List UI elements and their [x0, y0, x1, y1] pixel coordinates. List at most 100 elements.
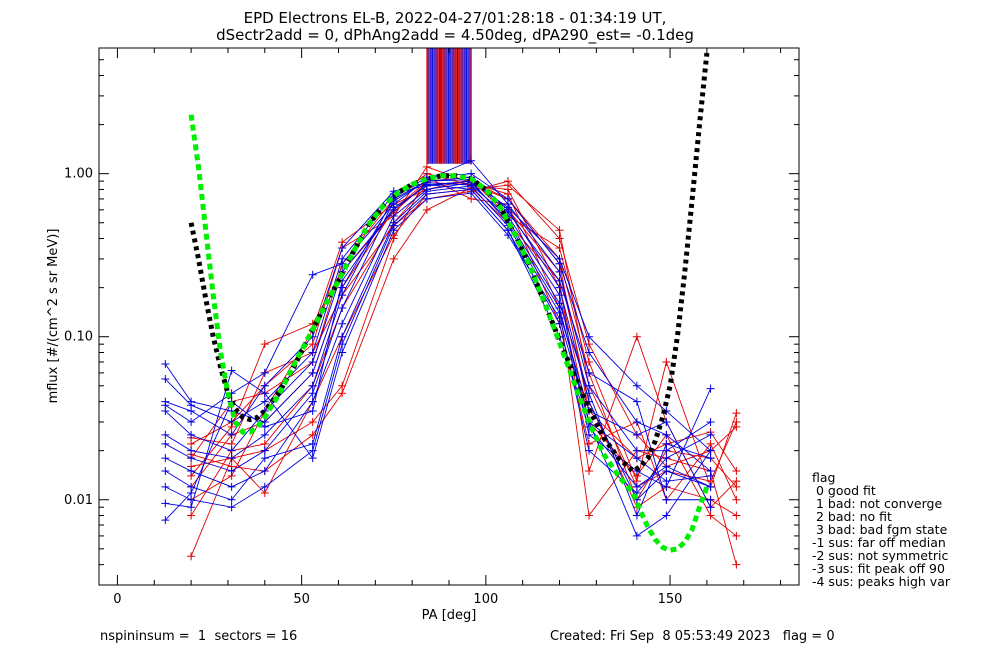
data-point — [585, 332, 593, 341]
data-point — [585, 368, 593, 377]
data-point — [732, 511, 741, 520]
data-point — [338, 389, 347, 398]
data-point — [227, 503, 236, 512]
data-point — [662, 511, 671, 520]
legend-entry: -4 sus: peaks high var — [812, 574, 951, 589]
data-point — [585, 446, 593, 455]
data-point — [585, 467, 593, 476]
data-point — [338, 332, 347, 341]
series-line — [165, 182, 711, 517]
series-line — [165, 173, 711, 472]
data-point — [389, 212, 398, 221]
data-series-red — [187, 175, 741, 504]
data-point — [260, 397, 269, 406]
data-point — [187, 407, 196, 416]
legend-entry: -3 sus: fit peak off 90 — [812, 561, 945, 576]
data-series-red — [187, 173, 741, 504]
series-line — [190, 184, 737, 557]
data-point — [338, 283, 347, 292]
data-point — [503, 203, 512, 212]
data-point — [732, 422, 741, 431]
data-point — [662, 477, 671, 486]
data-point — [389, 203, 398, 212]
data-point — [706, 495, 715, 504]
data-point — [732, 467, 741, 476]
data-point — [662, 439, 671, 448]
data-point — [308, 368, 317, 377]
series-line — [190, 166, 737, 565]
data-point — [338, 348, 347, 357]
data-series-blue — [161, 185, 715, 512]
data-point — [161, 499, 170, 508]
data-point — [338, 340, 347, 349]
data-point — [227, 454, 236, 463]
data-point — [662, 357, 671, 366]
data-point — [161, 439, 170, 448]
data-point — [732, 531, 741, 540]
x-tick-label: 50 — [293, 592, 310, 607]
y-tick-label: 0.01 — [64, 493, 93, 508]
series-line — [191, 180, 737, 467]
data-point — [467, 156, 476, 165]
data-point — [585, 389, 593, 398]
series-line — [165, 182, 711, 488]
data-point — [227, 430, 236, 439]
data-point — [260, 381, 269, 390]
fit-curve-green — [188, 114, 710, 553]
data-point — [308, 270, 317, 279]
data-point — [227, 495, 236, 504]
data-point — [161, 467, 170, 476]
data-point — [260, 340, 269, 349]
data-point — [187, 430, 196, 439]
data-point — [706, 511, 715, 520]
data-point — [632, 511, 641, 520]
data-series-red — [187, 183, 741, 512]
data-point — [632, 482, 641, 491]
footer-right: Created: Fri Sep 8 05:53:49 2023 flag = … — [550, 629, 835, 644]
x-tick-label: 100 — [473, 592, 498, 607]
series-line — [165, 183, 711, 494]
series-line — [165, 189, 711, 508]
data-point — [338, 291, 347, 300]
data-point — [308, 407, 317, 416]
data-series-blue — [161, 156, 715, 455]
data-point — [422, 182, 431, 191]
data-point — [227, 439, 236, 448]
data-point — [632, 417, 641, 426]
x-tick-label: 0 — [113, 592, 121, 607]
legend-entry: -1 sus: far off median — [812, 535, 946, 550]
series-line — [164, 176, 711, 501]
data-point — [706, 471, 715, 480]
fit-curve-black — [188, 52, 710, 475]
data-point — [260, 482, 269, 491]
plot-frame — [98, 47, 800, 586]
data-point — [555, 226, 564, 235]
data-point — [227, 366, 236, 375]
data-point — [706, 446, 715, 455]
data-point — [732, 495, 741, 504]
data-point — [632, 430, 641, 439]
data-point — [260, 422, 269, 431]
data-point — [308, 397, 317, 406]
data-point — [662, 454, 671, 463]
data-point — [227, 446, 236, 455]
data-point — [308, 454, 317, 463]
data-point — [422, 205, 431, 214]
data-point — [706, 482, 715, 491]
data-point — [732, 477, 741, 486]
data-point — [260, 430, 269, 439]
data-point — [632, 446, 641, 455]
data-point — [161, 375, 170, 384]
data-point — [187, 503, 196, 512]
data-point — [260, 368, 269, 377]
data-series-red — [187, 162, 741, 569]
data-point — [706, 454, 715, 463]
data-point — [662, 430, 671, 439]
chart-title: EPD Electrons EL-B, 2022-04-27/01:28:18 … — [244, 9, 667, 27]
data-point — [308, 389, 317, 398]
data-point — [187, 454, 196, 463]
data-point — [187, 552, 196, 561]
legend-entry: -2 sus: not symmetric — [812, 548, 948, 563]
data-point — [227, 482, 236, 491]
data-point — [308, 417, 317, 426]
